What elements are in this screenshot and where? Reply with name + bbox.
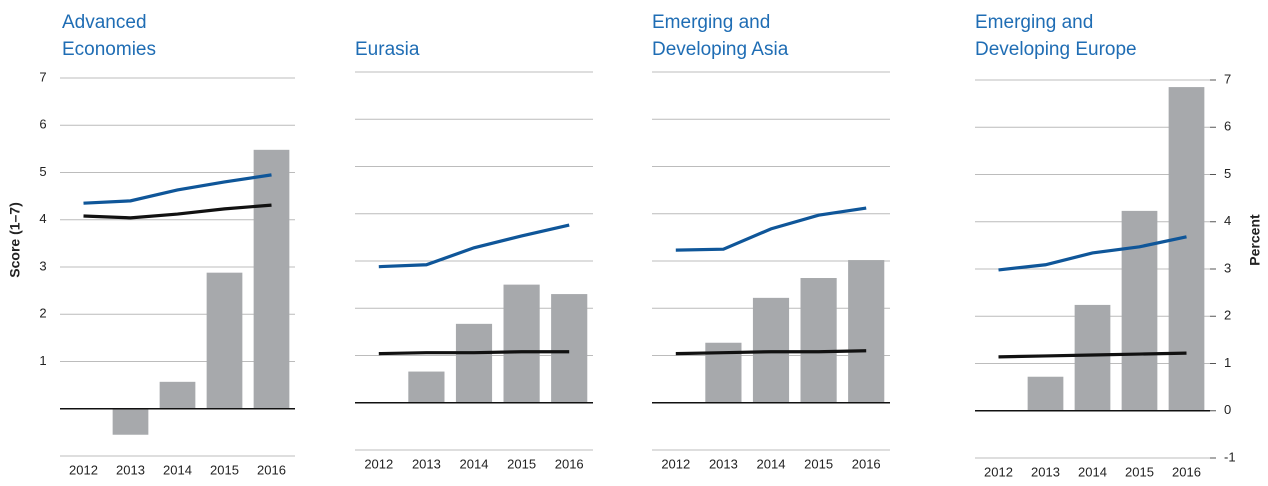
line bbox=[378, 223, 570, 269]
y-tick-label: 3 bbox=[39, 258, 46, 273]
bar bbox=[408, 371, 445, 403]
x-tick-label: 2016 bbox=[555, 456, 584, 471]
panel-title: Advanced bbox=[62, 12, 147, 33]
x-tick-label: 2016 bbox=[257, 462, 286, 477]
line bbox=[675, 349, 867, 356]
x-tick-label: 2013 bbox=[412, 456, 441, 471]
y-tick-label: 4 bbox=[1224, 213, 1231, 228]
x-tick-label: 2012 bbox=[69, 462, 98, 477]
panel-title: Developing Europe bbox=[975, 39, 1137, 60]
bar bbox=[551, 294, 588, 403]
x-tick-label: 2013 bbox=[116, 462, 145, 477]
bar bbox=[455, 323, 493, 403]
bar bbox=[206, 272, 243, 409]
x-tick-label: 2012 bbox=[984, 464, 1013, 479]
bar bbox=[159, 381, 196, 409]
line bbox=[675, 206, 867, 252]
y2-axis-title: Percent bbox=[1247, 214, 1263, 266]
panel-title: Emerging and bbox=[652, 12, 770, 33]
panel-title: Eurasia bbox=[355, 39, 420, 60]
bar bbox=[1168, 87, 1205, 411]
bar bbox=[1121, 210, 1158, 411]
bar bbox=[503, 284, 540, 403]
panel-title: Economies bbox=[62, 39, 156, 60]
panel-title: Developing Asia bbox=[652, 39, 789, 60]
x-tick-label: 2015 bbox=[210, 462, 239, 477]
panel-title: Emerging and bbox=[975, 12, 1093, 33]
y-tick-label: 6 bbox=[1224, 119, 1231, 134]
x-tick-label: 2014 bbox=[460, 456, 489, 471]
y-tick-label: 2 bbox=[39, 306, 46, 321]
bar bbox=[1074, 304, 1111, 411]
x-tick-label: 2012 bbox=[661, 456, 690, 471]
line bbox=[998, 235, 1187, 272]
y-tick-label: 1 bbox=[1224, 355, 1231, 370]
x-tick-label: 2012 bbox=[364, 456, 393, 471]
bar bbox=[848, 260, 885, 403]
x-tick-label: 2016 bbox=[1172, 464, 1201, 479]
bar bbox=[253, 149, 290, 409]
line bbox=[83, 173, 272, 205]
bar bbox=[800, 278, 837, 403]
x-tick-label: 2014 bbox=[757, 456, 786, 471]
bar bbox=[112, 408, 149, 435]
y-tick-label: 2 bbox=[1224, 308, 1231, 323]
y-tick-label: 1 bbox=[39, 353, 46, 368]
line bbox=[83, 203, 272, 220]
y-tick-label: 7 bbox=[39, 69, 46, 84]
x-tick-label: 2015 bbox=[804, 456, 833, 471]
line bbox=[378, 350, 570, 356]
y-tick-label: 5 bbox=[1224, 166, 1231, 181]
x-tick-label: 2013 bbox=[1031, 464, 1060, 479]
y-tick-label: 4 bbox=[39, 211, 46, 226]
x-tick-label: 2015 bbox=[507, 456, 536, 471]
y-tick-label: 7 bbox=[1224, 71, 1231, 86]
bar bbox=[1027, 376, 1064, 411]
y-tick-label: 3 bbox=[1224, 260, 1231, 275]
y-tick-label: 6 bbox=[39, 117, 46, 132]
y-tick-label: 0 bbox=[1224, 402, 1231, 417]
y-tick-label: -1 bbox=[1224, 449, 1236, 464]
x-tick-label: 2016 bbox=[852, 456, 881, 471]
line bbox=[998, 351, 1187, 359]
y-axis-title: Score (1–7) bbox=[7, 202, 23, 277]
x-tick-label: 2013 bbox=[709, 456, 738, 471]
x-tick-label: 2015 bbox=[1125, 464, 1154, 479]
x-tick-label: 2014 bbox=[163, 462, 192, 477]
x-tick-label: 2014 bbox=[1078, 464, 1107, 479]
y-tick-label: 5 bbox=[39, 164, 46, 179]
